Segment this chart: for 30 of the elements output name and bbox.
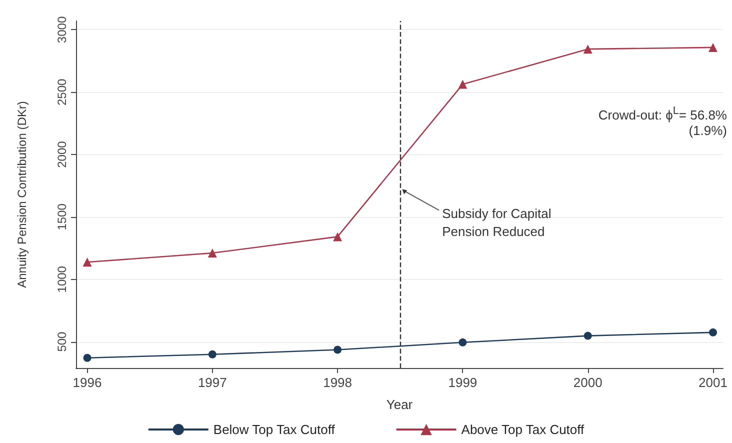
y-tick-label: 500 (55, 331, 69, 352)
point (333, 232, 342, 242)
annotation: Subsidy for Capital Pension Reduced (442, 206, 552, 239)
x-tick-label: 2000 (573, 375, 602, 390)
point (83, 354, 92, 362)
y-axis-title: Annuity Pension Contribution (DKr) (15, 101, 29, 288)
y-tick-label: 2000 (55, 140, 69, 168)
x-tick-label: 1999 (448, 375, 478, 390)
point (208, 248, 217, 258)
x-tick-label: 1998 (323, 375, 352, 390)
point (584, 332, 592, 340)
point (708, 42, 718, 52)
point (82, 258, 92, 267)
y-tick-label: 3000 (55, 16, 69, 44)
y-tick-label: 1500 (55, 203, 69, 230)
point (583, 44, 592, 54)
x-tick-label: 1997 (198, 375, 227, 390)
legend-label: Above Top Tax Cutoff (461, 422, 585, 437)
x-tick-label: 2001 (698, 375, 728, 390)
x-axis-title: Year (386, 397, 414, 412)
point (458, 80, 468, 89)
y-tick-label: 2500 (55, 78, 69, 106)
point (208, 350, 216, 358)
annotation: Crowd-out: ϕ$^{L}$= 56.8% (1.9%) (598, 104, 727, 140)
point (708, 328, 717, 336)
y-tick-label: 1000 (55, 266, 69, 293)
point (334, 346, 342, 354)
x-tick-label: 1996 (72, 375, 102, 390)
legend-label: Below Top Tax Cutoff (213, 422, 336, 437)
point (458, 338, 467, 346)
